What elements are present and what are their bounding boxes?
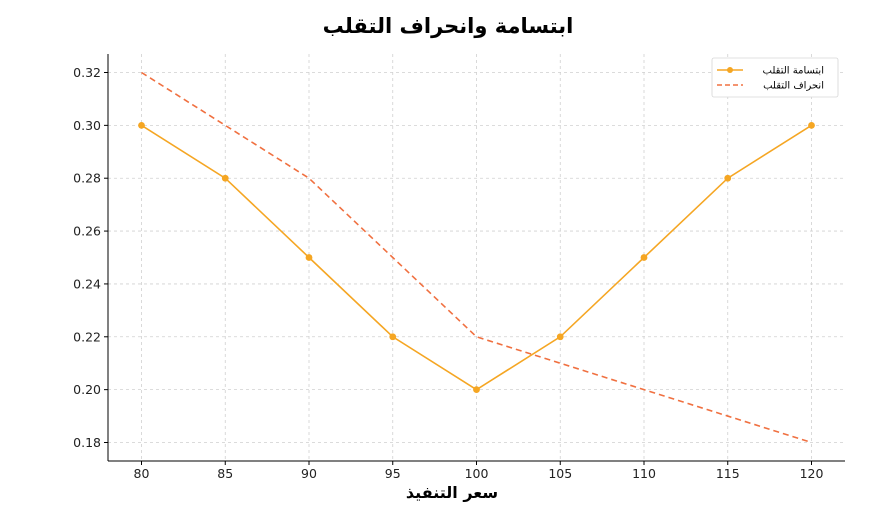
- data-point: [808, 121, 815, 129]
- y-tick-label: 0.24: [73, 276, 101, 291]
- legend-label-2: انحراف التقلب: [763, 81, 824, 92]
- legend: ابتسامة التقلب انحراف التقلب: [711, 57, 839, 98]
- x-tick-label: 105: [548, 466, 572, 481]
- x-axis-label: سعر التنفيذ: [406, 483, 498, 502]
- series-line-2: [141, 71, 812, 444]
- data-point: [640, 254, 648, 261]
- data-point: [389, 333, 397, 341]
- x-tick-label: 115: [716, 466, 740, 481]
- data-point: [724, 174, 732, 182]
- x-tick-label: 80: [134, 466, 150, 481]
- x-tick-label: 100: [465, 466, 489, 481]
- data-point: [473, 386, 480, 394]
- legend-label-1: ابتسامة التقلب: [763, 66, 824, 77]
- x-tick-label: 90: [301, 466, 317, 481]
- y-tick-label: 0.26: [73, 224, 101, 239]
- x-tick-label: 95: [385, 466, 401, 481]
- x-tick-label: 120: [800, 466, 824, 481]
- chart-title: ابتسامة وانحراف التقلب: [323, 14, 574, 38]
- data-point: [138, 121, 145, 129]
- x-tick-label: 85: [217, 466, 233, 481]
- tick-labels: 80 85 90 95 100 105 110 115 120 0.18 0.20 0.22 0.24 0…: [73, 65, 823, 481]
- y-tick-label: 0.28: [73, 171, 101, 186]
- plot-area: [138, 71, 815, 444]
- legend-marker-1: [727, 67, 733, 73]
- y-tick-label: 0.32: [73, 65, 101, 80]
- data-point: [221, 174, 229, 182]
- grid: [108, 54, 845, 461]
- axes: [104, 54, 845, 465]
- y-tick-label: 0.30: [73, 118, 101, 133]
- y-tick-label: 0.18: [73, 435, 101, 450]
- data-point: [305, 254, 313, 261]
- y-tick-label: 0.20: [73, 382, 101, 397]
- y-tick-label: 0.22: [73, 329, 101, 344]
- legend-box: [711, 57, 839, 98]
- data-point: [556, 333, 564, 341]
- x-tick-label: 110: [632, 466, 656, 481]
